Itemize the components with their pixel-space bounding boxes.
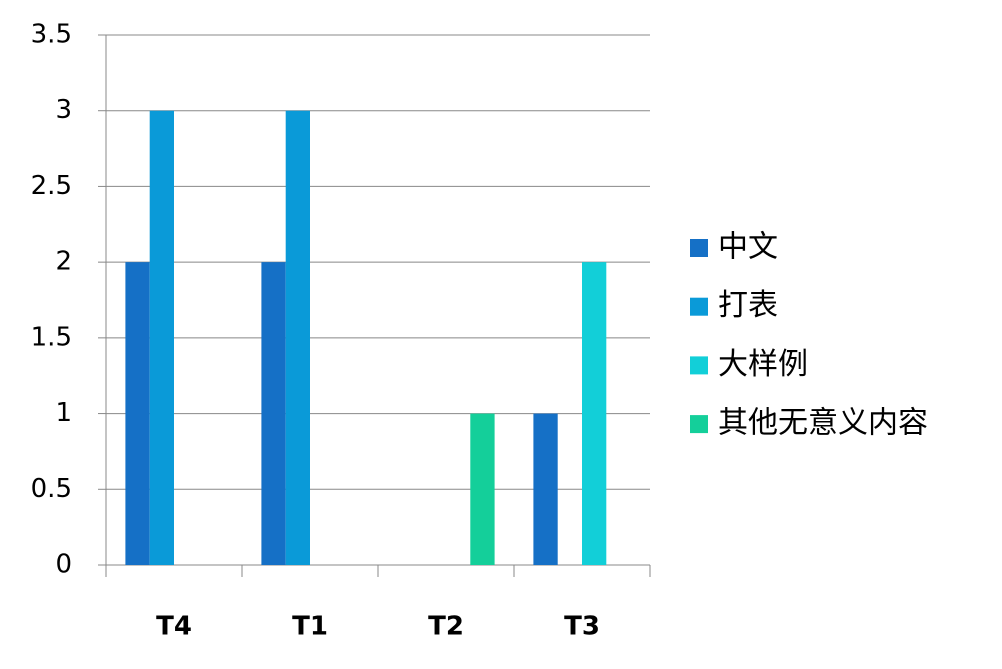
bar — [261, 262, 286, 565]
x-tick-label: T3 — [564, 612, 600, 642]
legend-label: 其他无意义内容 — [718, 406, 928, 441]
y-tick-label: 2 — [55, 247, 72, 277]
bar — [533, 413, 558, 565]
x-tick-label: T2 — [428, 612, 464, 642]
y-tick-label: 0.5 — [31, 474, 72, 504]
legend-swatch — [690, 297, 708, 316]
y-tick-label: 3.5 — [31, 20, 72, 50]
y-tick-label: 1 — [55, 398, 72, 428]
legend-swatch — [690, 356, 708, 375]
legend-swatch — [690, 239, 708, 257]
bar — [149, 110, 174, 565]
bar — [285, 110, 310, 565]
legend-label: 打表 — [718, 288, 778, 323]
y-tick-label: 1.5 — [31, 322, 72, 352]
y-tick-label: 2.5 — [31, 171, 72, 201]
x-tick-label: T4 — [156, 612, 192, 642]
y-tick-label: 0 — [55, 550, 72, 580]
bar — [470, 413, 495, 565]
legend-swatch — [690, 415, 708, 434]
legend-label: 大样例 — [718, 347, 808, 382]
legend-label: 中文 — [718, 230, 778, 265]
bar — [582, 262, 607, 565]
y-tick-label: 3 — [55, 95, 72, 125]
x-tick-label: T1 — [292, 612, 328, 642]
bar — [125, 262, 150, 565]
